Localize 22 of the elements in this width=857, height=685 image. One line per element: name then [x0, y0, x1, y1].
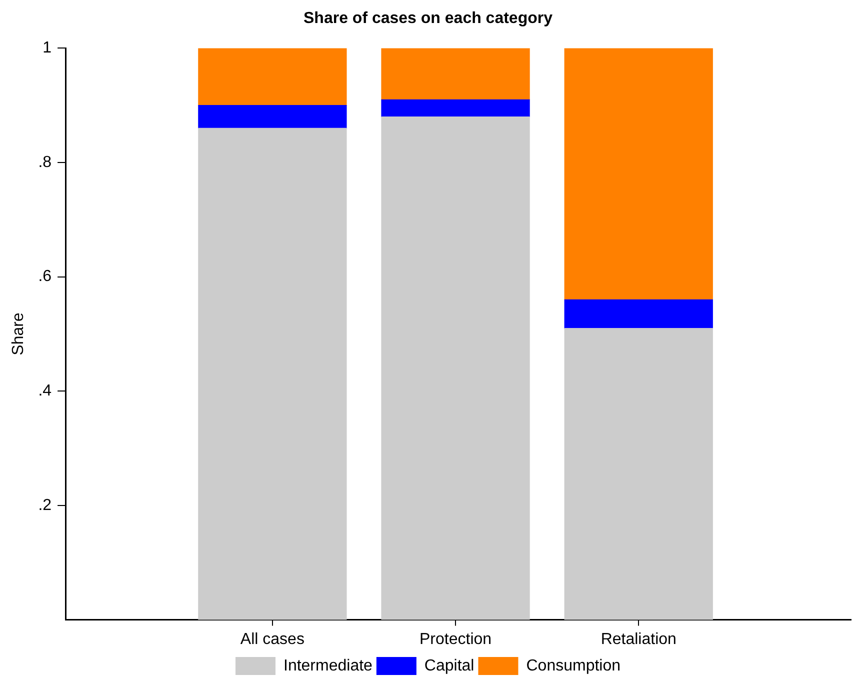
y-tick-label: .4	[38, 382, 52, 400]
y-tick-label: .2	[38, 496, 52, 514]
y-tick-label: .8	[38, 154, 52, 171]
legend-label: Capital	[424, 657, 474, 674]
bar	[381, 48, 530, 100]
y-axis-title: Share	[10, 312, 28, 356]
bar	[564, 48, 713, 300]
x-tick-label: Protection	[420, 630, 492, 648]
x-tick-label: Retaliation	[600, 630, 676, 648]
x-tick-label: All cases	[240, 630, 304, 648]
bar	[198, 128, 347, 620]
y-tick-label: 1	[42, 40, 52, 57]
legend-label: Consumption	[526, 657, 621, 674]
bar	[564, 328, 713, 620]
legend-label: Intermediate	[283, 657, 373, 674]
bar	[381, 116, 530, 620]
bar	[564, 299, 713, 329]
bar	[198, 48, 347, 106]
chart-title: Share of cases on each category	[304, 10, 553, 28]
bar	[198, 105, 347, 129]
bar	[381, 99, 530, 118]
y-tick-label: .6	[38, 268, 52, 286]
